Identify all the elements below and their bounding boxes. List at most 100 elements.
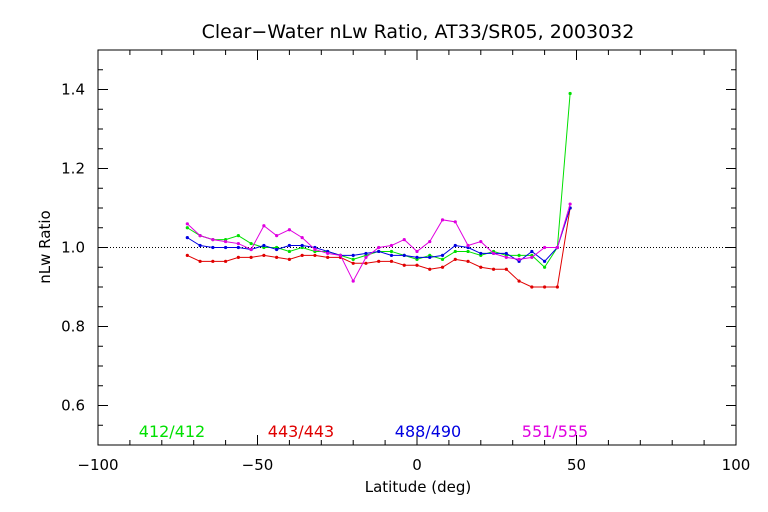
series-line	[186, 203, 571, 283]
data-point	[543, 245, 547, 250]
data-point	[428, 239, 432, 244]
data-point	[440, 257, 445, 261]
data-point	[249, 247, 253, 252]
y-tick-label: 1.4	[61, 81, 85, 99]
data-point	[517, 279, 521, 283]
data-point	[568, 202, 572, 206]
data-point	[313, 247, 317, 252]
data-point	[300, 253, 304, 257]
data-point	[351, 261, 355, 265]
series-line	[187, 207, 571, 263]
data-point	[211, 245, 215, 250]
axis-ticks: −100 −50 0 50 100 0.6 0.8 1.0 1.2 1.4	[61, 49, 751, 474]
data-point	[287, 228, 291, 232]
y-tick-label: 0.6	[61, 397, 85, 415]
data-point	[198, 259, 202, 263]
data-point	[249, 241, 253, 246]
data-point	[466, 259, 470, 263]
data-point	[491, 251, 496, 256]
data-point	[504, 255, 508, 259]
legend: 412/412 443/443 488/490 551/555	[139, 422, 588, 441]
x-tick-label: 50	[567, 456, 586, 474]
data-point	[300, 236, 304, 240]
data-point	[428, 267, 432, 271]
data-point	[224, 239, 228, 244]
legend-entry: 443/443	[268, 422, 334, 441]
data-point	[504, 267, 508, 271]
data-point	[479, 239, 483, 244]
data-point	[185, 236, 189, 240]
data-point	[402, 238, 406, 242]
data-point	[224, 245, 228, 250]
data-point	[300, 243, 304, 248]
data-point	[453, 249, 457, 254]
data-point	[479, 265, 483, 269]
data-point	[326, 251, 330, 256]
data-point	[262, 253, 266, 257]
data-point	[364, 255, 368, 259]
data-point	[415, 249, 419, 254]
data-point	[198, 243, 202, 248]
data-point	[211, 238, 215, 242]
data-point	[543, 285, 547, 289]
x-tick-label: −100	[77, 456, 118, 474]
series-488-490	[185, 206, 572, 263]
data-point	[377, 249, 381, 254]
data-point	[453, 220, 457, 224]
y-tick-label: 0.8	[61, 318, 85, 336]
data-point	[415, 263, 419, 267]
series-443-443	[185, 206, 572, 289]
data-point	[530, 255, 534, 259]
data-point	[530, 285, 534, 289]
legend-entry: 551/555	[522, 422, 588, 441]
legend-entry: 488/490	[395, 422, 461, 441]
data-point	[440, 253, 445, 257]
data-point	[453, 257, 457, 261]
legend-entry: 412/412	[139, 422, 205, 441]
data-point	[377, 245, 381, 250]
data-point	[530, 249, 534, 254]
data-point	[543, 259, 547, 263]
data-point	[364, 251, 368, 256]
data-point	[428, 255, 432, 259]
data-point	[287, 249, 291, 254]
data-point	[402, 263, 406, 267]
data-point	[504, 251, 508, 256]
data-point	[236, 234, 240, 238]
data-point	[185, 226, 189, 230]
data-point	[236, 245, 240, 250]
data-point	[568, 91, 572, 96]
data-point	[236, 255, 240, 259]
y-tick-label: 1.2	[61, 160, 85, 178]
data-point	[453, 243, 457, 248]
data-point	[389, 243, 394, 248]
series-412-412	[185, 91, 572, 269]
data-point	[262, 224, 266, 228]
data-point	[517, 257, 521, 261]
data-point	[224, 259, 228, 263]
data-point	[236, 241, 240, 246]
data-point	[275, 255, 279, 259]
x-tick-label: −50	[242, 456, 274, 474]
x-tick-label: 0	[412, 456, 422, 474]
x-tick-label: 100	[722, 456, 751, 474]
data-point	[275, 234, 279, 238]
data-point	[543, 265, 547, 269]
data-point	[415, 255, 419, 259]
data-point	[262, 243, 266, 248]
series-line	[187, 93, 571, 269]
series-layer	[185, 91, 572, 289]
data-point	[440, 218, 445, 222]
data-point	[185, 253, 189, 257]
data-point	[440, 265, 445, 269]
data-point	[351, 257, 355, 261]
x-axis-label: Latitude (deg)	[365, 478, 471, 496]
y-axis-label: nLw Ratio	[36, 210, 54, 283]
data-point	[377, 259, 381, 263]
data-point	[249, 255, 253, 259]
data-point	[275, 247, 279, 252]
data-point	[313, 253, 317, 257]
data-point	[466, 243, 470, 248]
data-point	[479, 251, 483, 256]
